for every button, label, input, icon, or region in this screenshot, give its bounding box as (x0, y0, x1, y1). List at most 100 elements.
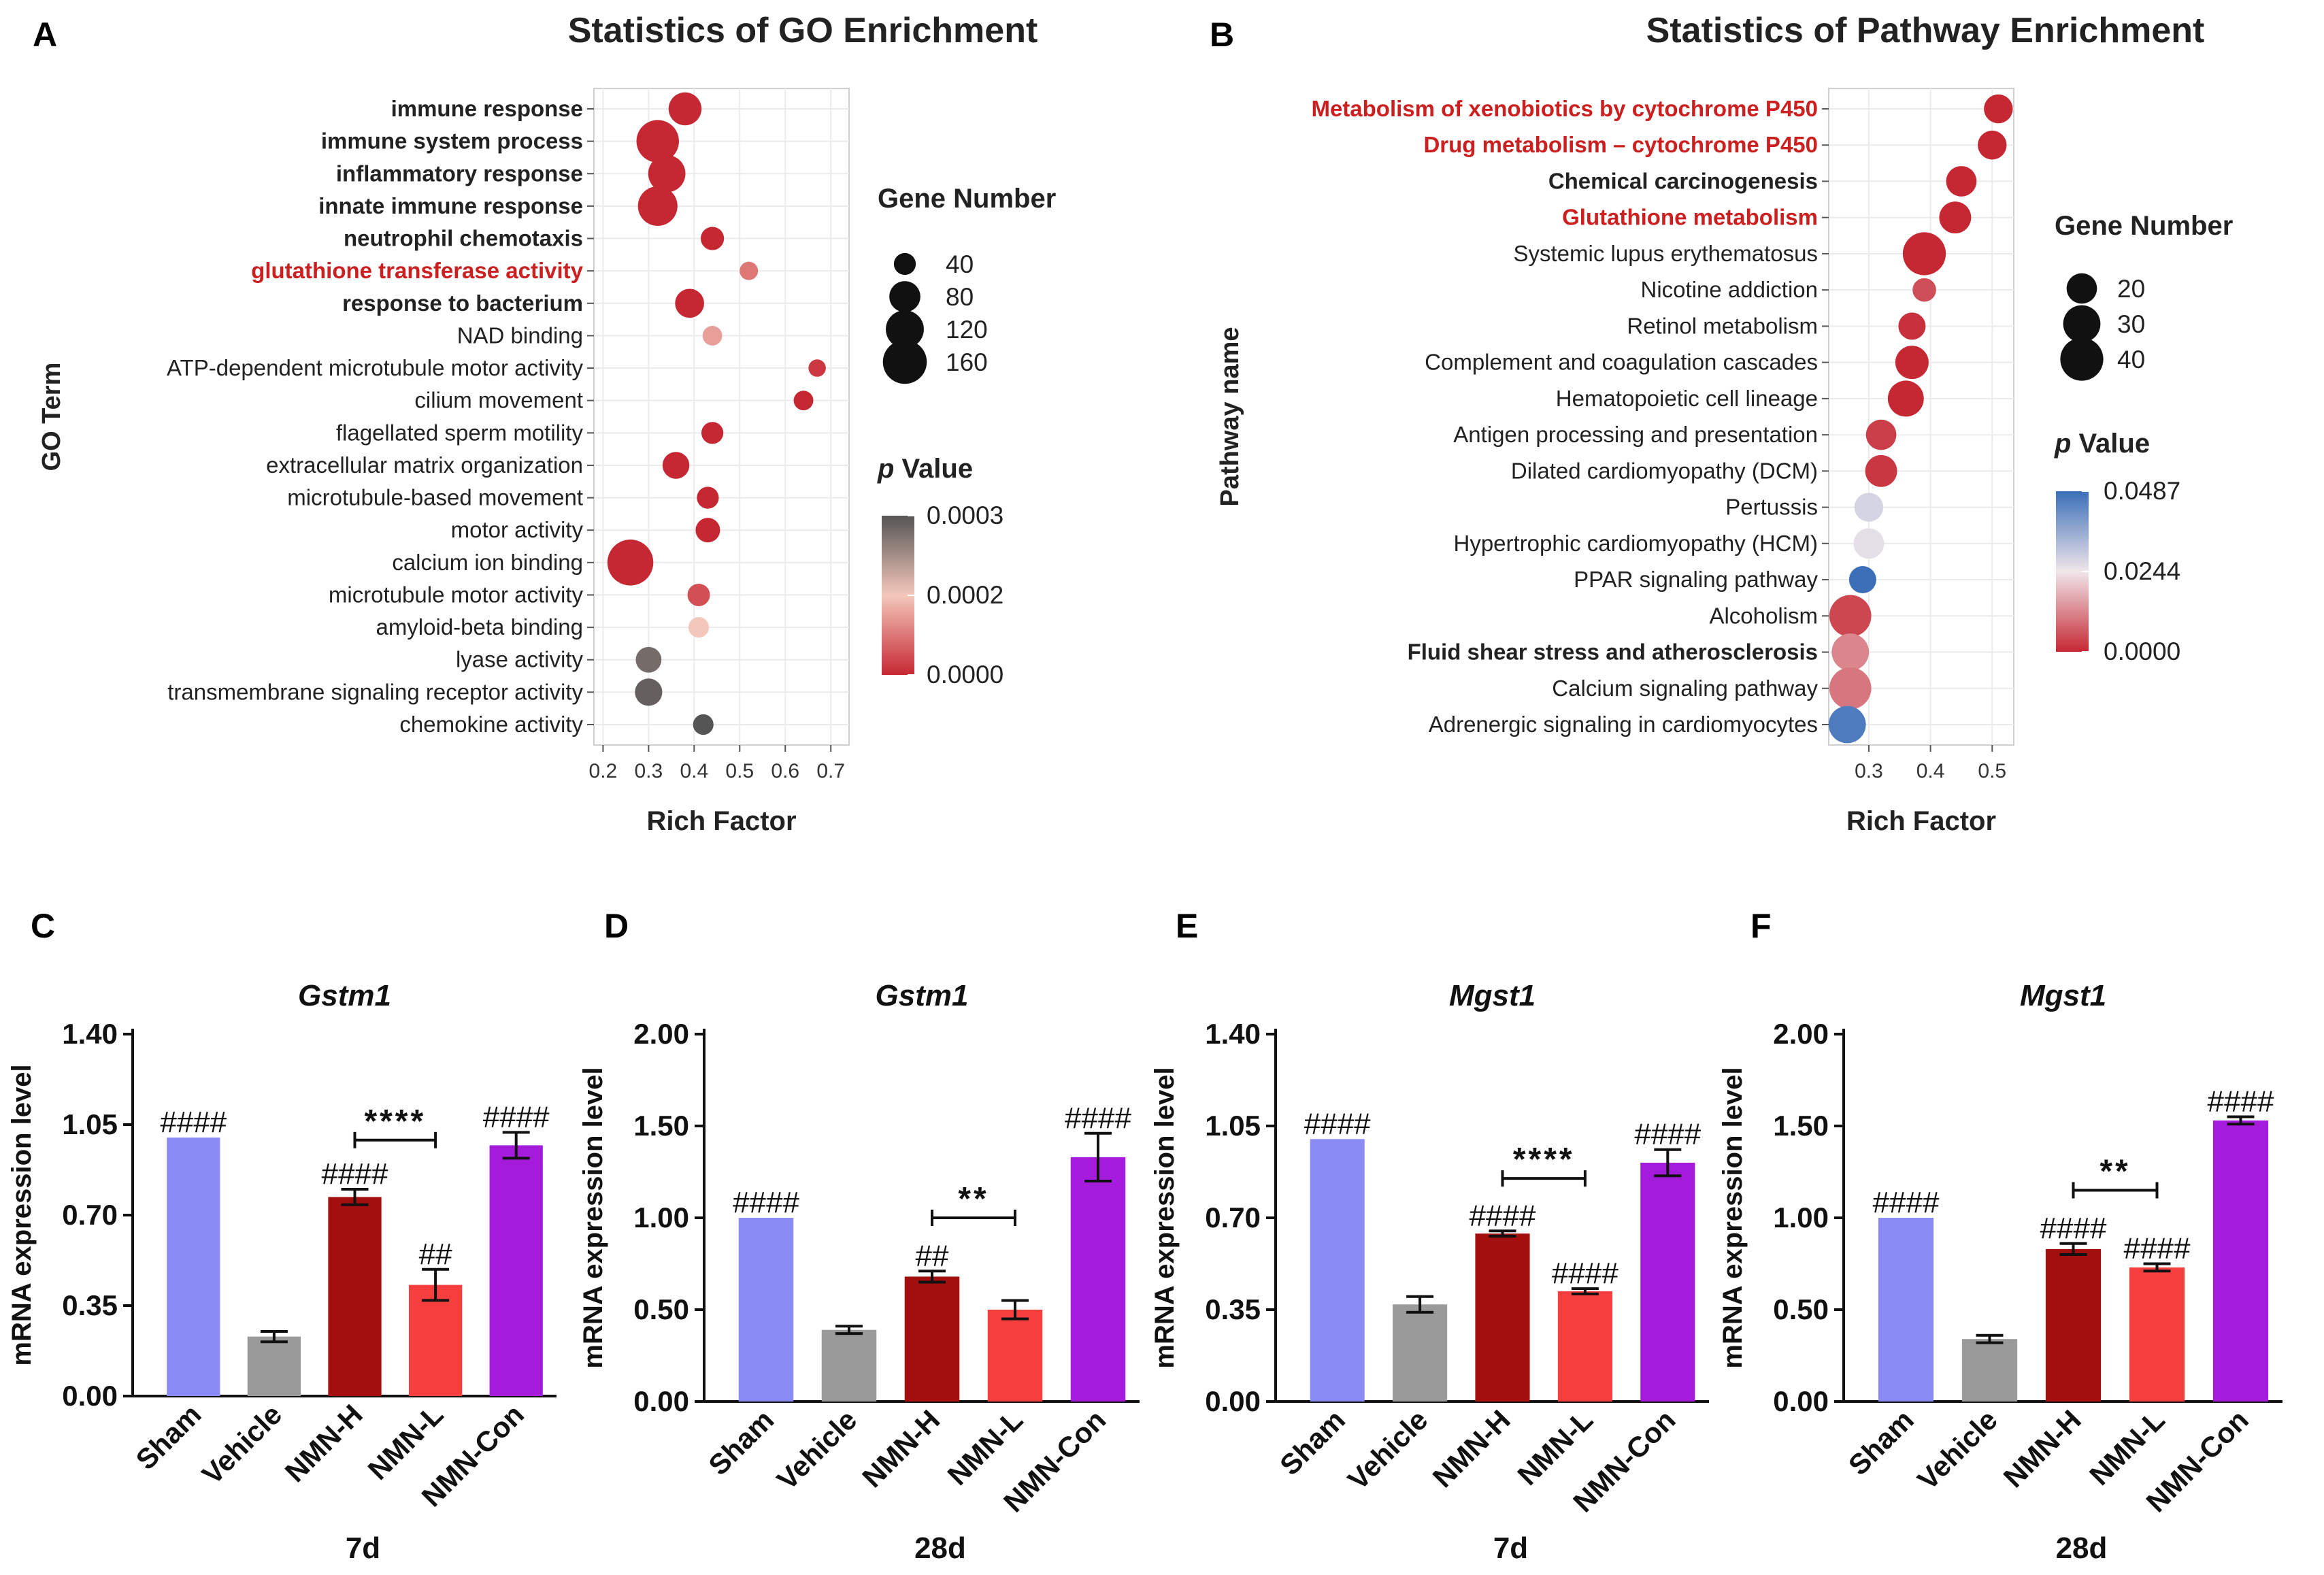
category-label: Vehicle (1342, 1404, 1434, 1496)
comparison-significance: ** (2099, 1154, 2130, 1190)
y-tick-label: 1.05 (1205, 1110, 1261, 1142)
y-tick-label: 0.35 (62, 1289, 118, 1321)
size-legend-label: 160 (946, 348, 988, 376)
x-tick-label: 0.3 (634, 760, 663, 782)
term-label: Chemical carcinogenesis (1548, 168, 1818, 193)
size-legend-dot (889, 281, 920, 312)
size-legend-label: 120 (946, 316, 988, 344)
significance-label: #### (1065, 1101, 1131, 1135)
bar-nmn-l (2129, 1267, 2185, 1402)
plot-panel (1828, 88, 2014, 746)
x-tick-label: 0.3 (1855, 760, 1883, 782)
enrichment-point (1829, 667, 1872, 710)
size-legend-dot (2060, 337, 2104, 381)
term-label: Retinol metabolism (1627, 313, 1818, 338)
x-tick-label: 0.2 (589, 760, 618, 782)
term-label: inflammatory response (336, 161, 583, 186)
category-label: NMN-H (279, 1398, 369, 1488)
term-label: ATP-dependent microtubule motor activity (167, 355, 583, 380)
enrichment-point (1895, 346, 1929, 380)
enrichment-point (635, 678, 663, 706)
y-axis-title: mRNA expression level (1150, 1067, 1180, 1368)
timepoint-label: 28d (2056, 1531, 2108, 1565)
y-tick-label: 2.00 (1773, 1018, 1829, 1050)
chart-title: Gstm1 (876, 979, 969, 1012)
y-tick-label: 1.00 (633, 1201, 689, 1233)
go-enrichment-chart: 0.2 0.3 0.4 0.5 0.6 0.7 immune response immune … (37, 11, 1056, 836)
mgst1-7d-bar-chart: 0.00 0.35 0.70 1.05 1.40 mRNA expression leve… (1150, 979, 1709, 1565)
term-label: Metabolism of xenobiotics by cytochrome … (1311, 96, 1818, 121)
bar-nmn-h (328, 1197, 382, 1396)
y-tick-label: 1.00 (1773, 1201, 1829, 1233)
term-label: flagellated sperm motility (336, 420, 584, 445)
enrichment-point (1848, 566, 1876, 594)
term-label: Hypertrophic cardiomyopathy (HCM) (1454, 531, 1819, 556)
category-label: Sham (1274, 1404, 1351, 1481)
significance-label: #### (733, 1186, 799, 1219)
chart-title: Gstm1 (298, 979, 391, 1012)
mgst1-28d-bar-chart: 0.00 0.50 1.00 1.50 2.00 mRNA expression leve… (1718, 979, 2282, 1565)
color-legend-title: p Value (877, 454, 973, 484)
plot-panel (593, 88, 850, 746)
significance-label: #### (1304, 1107, 1371, 1140)
chart-title: Mgst1 (1449, 979, 1536, 1012)
size-legend-label: 20 (2117, 275, 2145, 303)
term-label: transmembrane signaling receptor activit… (167, 679, 583, 704)
y-tick-label: 0.70 (62, 1199, 118, 1231)
bar-nmn-con (1070, 1157, 1126, 1402)
enrichment-point (693, 714, 714, 735)
enrichment-point (675, 288, 704, 318)
y-tick-label: 0.00 (62, 1380, 118, 1412)
y-tick-label: 0.00 (633, 1385, 689, 1417)
y-axis-title: GO Term (37, 363, 66, 471)
significance-label: #### (2040, 1212, 2107, 1245)
term-label: cilium movement (414, 388, 583, 413)
color-bar-label: 0.0000 (927, 661, 1003, 689)
enrichment-point (701, 227, 725, 250)
category-label: Sham (130, 1398, 208, 1476)
size-legend-dot (2066, 273, 2097, 304)
comparison-significance: **** (1513, 1142, 1575, 1178)
category-label: NMN-H (1997, 1404, 2087, 1493)
bar-nmn-con (2212, 1120, 2269, 1402)
x-tick-label: 0.7 (816, 760, 845, 782)
chart-title: Statistics of Pathway Enrichment (1646, 11, 2205, 50)
color-bar-label: 0.0244 (2104, 557, 2180, 585)
color-legend-title-italic: p (2054, 429, 2071, 459)
size-legend-dot (893, 252, 916, 276)
term-label: Adrenergic signaling in cardiomyocytes (1429, 712, 1818, 737)
term-label: extracellular matrix organization (266, 452, 583, 478)
x-tick-label: 0.4 (680, 760, 708, 782)
term-label: Antigen processing and presentation (1453, 422, 1818, 447)
category-label: Vehicle (1911, 1404, 2004, 1496)
enrichment-point (697, 486, 719, 509)
timepoint-label: 7d (346, 1531, 380, 1565)
significance-label: #### (1873, 1186, 1940, 1219)
bar-nmn-h (2045, 1248, 2102, 1402)
size-legend-title: Gene Number (878, 184, 1056, 214)
color-bar-label: 0.0003 (927, 501, 1003, 529)
enrichment-point (636, 120, 679, 163)
enrichment-point (1828, 706, 1866, 744)
size-legend-label: 40 (2117, 346, 2145, 374)
color-bar-label: 0.0487 (2104, 477, 2180, 505)
term-label: Drug metabolism – cytochrome P450 (1423, 132, 1818, 157)
panel-label-b: B (1210, 16, 1234, 54)
significance-label: ## (916, 1239, 949, 1272)
y-tick-label: 1.40 (62, 1018, 118, 1050)
term-label: calcium ion binding (392, 550, 583, 575)
y-tick-label: 1.50 (1773, 1110, 1829, 1142)
term-label: Pertussis (1725, 495, 1818, 520)
term-label: Fluid shear stress and atherosclerosis (1408, 640, 1818, 665)
term-label: microtubule-based movement (287, 485, 583, 510)
x-axis-title: Rich Factor (646, 806, 796, 836)
y-tick-label: 0.00 (1205, 1385, 1261, 1417)
bar-vehicle (247, 1336, 301, 1396)
enrichment-point (607, 540, 654, 586)
significance-label: #### (2208, 1085, 2274, 1118)
chart-title: Mgst1 (2020, 979, 2106, 1012)
term-label: Nicotine addiction (1641, 277, 1819, 302)
term-label: Calcium signaling pathway (1552, 676, 1818, 701)
panel-label-f: F (1750, 907, 1772, 945)
significance-label: #### (1470, 1199, 1536, 1232)
